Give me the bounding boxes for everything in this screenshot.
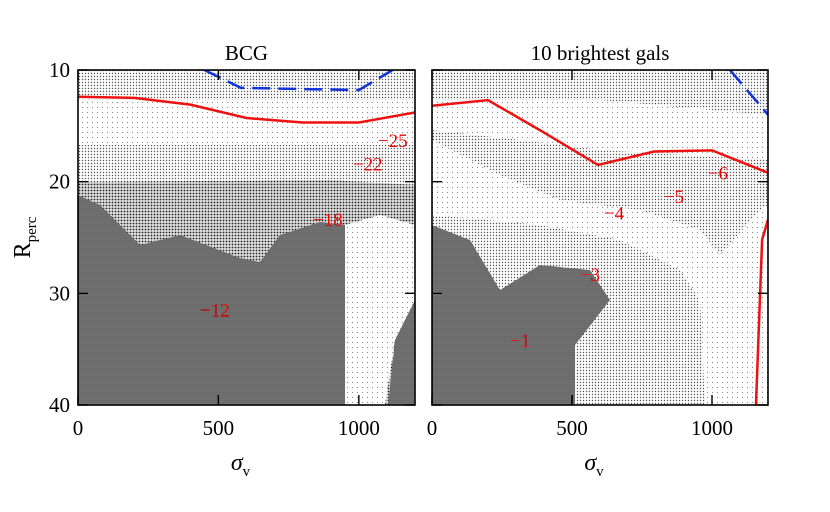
y-tick-label: 30 (49, 281, 70, 305)
x-tick-label: 500 (203, 416, 235, 440)
x-tick-label: 1000 (338, 416, 380, 440)
plot-area (432, 70, 768, 405)
plot-area (78, 70, 415, 124)
x-label-symbol: σ (584, 450, 597, 476)
y-tick-label: 40 (49, 393, 70, 417)
y-tick-label: 10 (49, 58, 70, 82)
y-axis-label: Rperc (10, 216, 40, 258)
plot-frame (77, 69, 416, 406)
contour-label: −18 (313, 210, 343, 231)
plots: −25−22−18−120 500 100010203040BCGσvRperc−6… (10, 41, 769, 480)
contour-label: −6 (708, 163, 728, 184)
contour-label: −4 (604, 204, 625, 225)
contour-label: −12 (200, 301, 230, 322)
contour-label: −3 (580, 265, 600, 286)
y-tick-label: 20 (49, 170, 70, 194)
contour-line (728, 70, 768, 116)
y-label-main: R (10, 242, 36, 258)
contour-line (754, 219, 768, 405)
panel-title: BCG (225, 41, 268, 65)
contour-label: −5 (664, 187, 684, 208)
x-axis-label: σv (584, 450, 604, 480)
contour-label: −22 (353, 154, 383, 175)
x-tick-label: 500 (556, 416, 588, 440)
x-tick-label: 1000 (691, 416, 733, 440)
x-label-subscript: v (243, 464, 251, 480)
contour-line (78, 95, 415, 124)
shading-right (432, 70, 768, 405)
panel: −25−22 −18 −12 0 500 1000 10 20 30 40 BCG σv Rperc (10, 41, 416, 480)
panel-title: 10 brightest gals (531, 41, 670, 65)
x-label-symbol: σ (231, 450, 244, 476)
panel: −6 −5 −4 −3 −1 0 500 1000 10 brightest gals σv (427, 41, 769, 480)
contour-line (432, 98, 768, 174)
x-label-subscript: v (596, 464, 604, 480)
x-axis-label: σv (231, 450, 251, 480)
x-tick-label: 0 (427, 416, 438, 440)
x-tick-label: 0 (73, 416, 84, 440)
contour-label: −1 (510, 331, 530, 352)
contour-label: −25 (378, 131, 408, 152)
plot-frame (431, 69, 769, 406)
y-label-subscript: perc (24, 216, 40, 242)
